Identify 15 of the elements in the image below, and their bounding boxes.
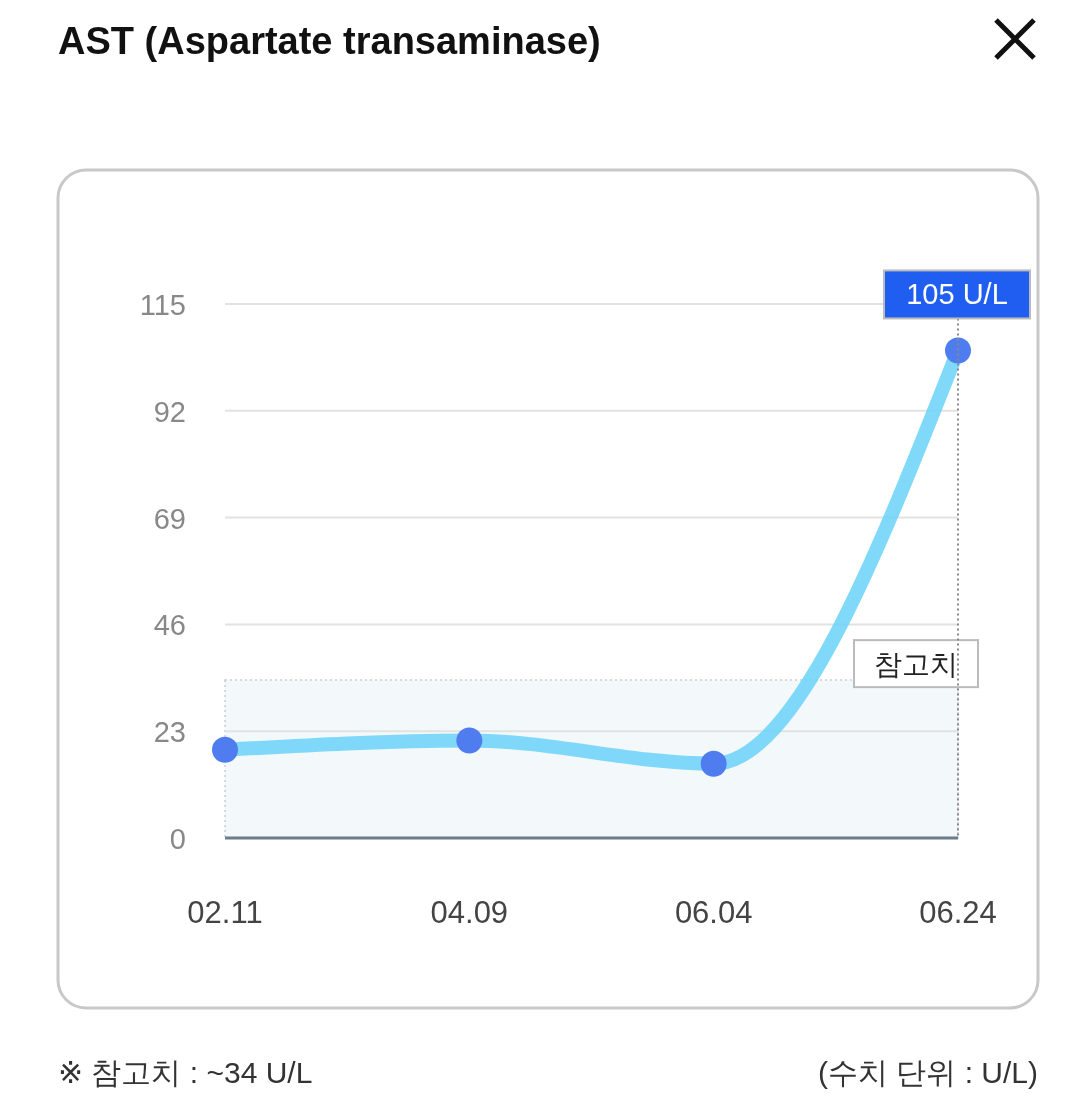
- y-tick-label: 46: [153, 609, 186, 642]
- x-tick-label: 04.09: [430, 895, 509, 930]
- y-tick-label: 69: [153, 502, 186, 535]
- chart-title: AST (Aspartate transaminase): [58, 20, 601, 62]
- y-tick-label: 92: [153, 395, 186, 428]
- x-tick-label: 02.11: [187, 895, 263, 930]
- y-tick-label: 0: [169, 823, 186, 855]
- band-label: 참고치: [874, 649, 958, 681]
- y-tick-label: 115: [139, 289, 186, 321]
- text: ※ 참고치 : ~34 U/L: [58, 1056, 313, 1089]
- y-tick-label: 23: [153, 716, 186, 749]
- x-tick-label: 06.24: [919, 895, 997, 930]
- data-label: 105 U/L: [906, 278, 1008, 311]
- text: (수치 단위 : U/L): [817, 1056, 1038, 1089]
- x-tick-label: 06.04: [674, 895, 753, 930]
